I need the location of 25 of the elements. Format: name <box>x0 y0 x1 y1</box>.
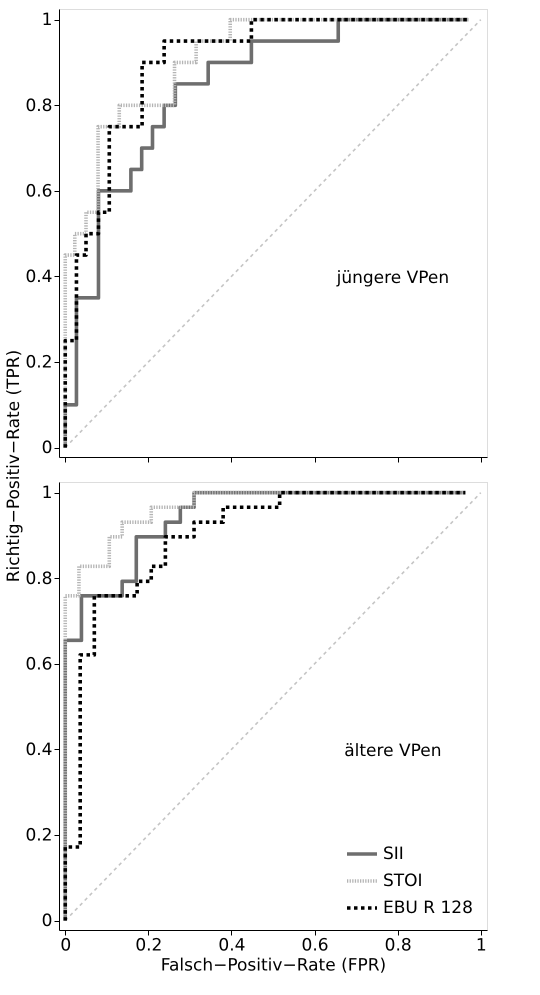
x-axis-title: Falsch−Positiv−Rate (FPR) <box>160 956 386 976</box>
legend-label: EBU R 128 <box>383 898 473 918</box>
y-tick-label: 1 <box>42 10 52 30</box>
y-tick-label: 0 <box>42 911 52 932</box>
y-tick-label: 0.2 <box>25 352 52 373</box>
annotation: ältere VPen <box>344 740 442 761</box>
x-tick-label: 0.2 <box>135 936 162 956</box>
y-tick-label: 0.6 <box>25 181 52 202</box>
x-tick-label: 0.4 <box>218 936 246 956</box>
y-tick-label: 1 <box>42 483 52 504</box>
y-tick-label: 0 <box>42 438 52 458</box>
x-tick-label: 0.8 <box>384 936 412 956</box>
y-axis-title: Richtig−Positiv−Rate (TPR) <box>4 350 24 582</box>
y-tick-label: 0.4 <box>25 266 52 287</box>
legend-label: STOI <box>383 871 423 891</box>
y-tick-label: 0.8 <box>25 568 52 589</box>
x-tick-label: 0.6 <box>302 936 329 956</box>
y-tick-label: 0.8 <box>25 96 52 116</box>
y-tick-label: 0.6 <box>25 654 52 674</box>
x-tick-label: 1 <box>476 936 487 956</box>
y-tick-label: 0.2 <box>25 826 52 846</box>
annotation: jüngere VPen <box>336 268 450 288</box>
legend-label: SII <box>383 844 404 864</box>
x-tick-label: 0 <box>60 936 72 956</box>
y-tick-label: 0.4 <box>25 740 52 760</box>
